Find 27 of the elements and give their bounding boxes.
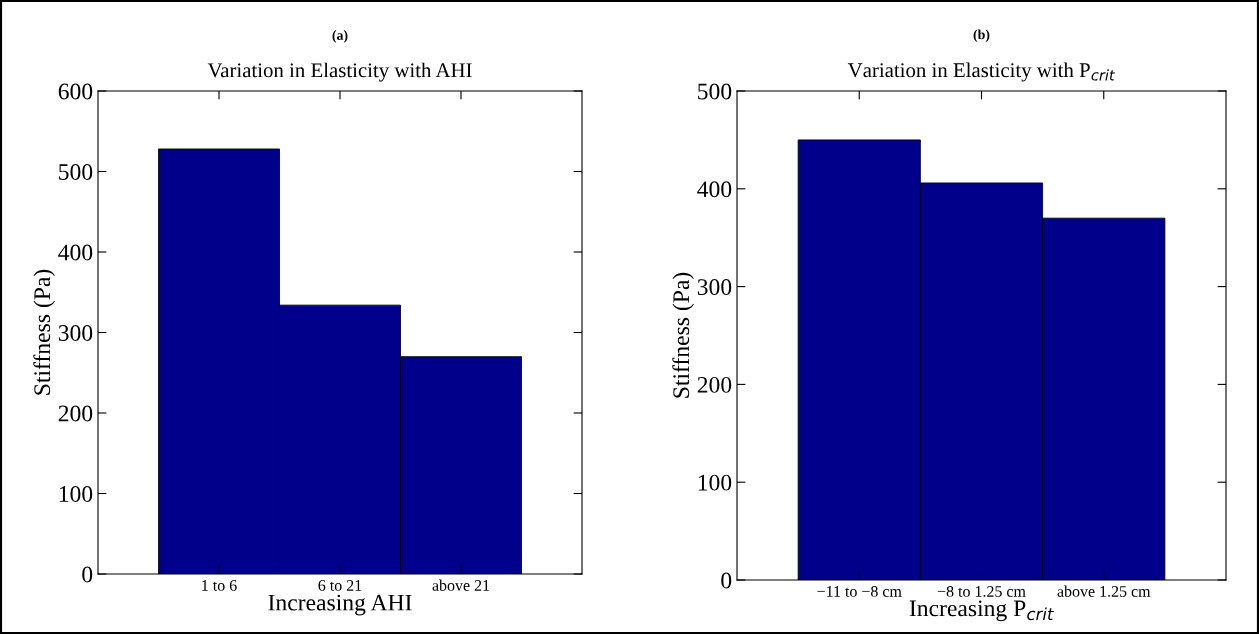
x-tick-label: −8 to 1.25 cm: [937, 586, 1026, 597]
y-tick-label: 600: [58, 83, 93, 100]
x-tick-label: above 21: [432, 579, 490, 591]
y-axis-title: Stiffness (Pa): [33, 269, 55, 395]
y-tick-label: 200: [58, 405, 93, 422]
x-tick-label: −11 to −8 cm: [817, 586, 902, 597]
y-tick-label: 300: [697, 279, 732, 296]
y-tick-label: 300: [58, 324, 93, 341]
y-tick-label: 500: [59, 163, 93, 180]
x-axis-title: Increasing P$_{crit}$: [909, 600, 1054, 622]
y-tick-label: 0: [82, 566, 93, 583]
x-tick-label: 1 to 6: [202, 580, 237, 591]
x-tick-label: 6 to 21: [318, 580, 362, 591]
y-tick-label: 100: [59, 485, 93, 502]
text: (a): [332, 30, 348, 43]
y-tick-label: 100: [698, 474, 732, 491]
chart-title: Variation in Elasticity with AHI: [207, 62, 472, 82]
x-tick-label: above 1.25 cm: [1057, 585, 1151, 597]
x-axis-title: Increasing AHI: [268, 594, 412, 616]
y-axis-title: Stiffness (Pa): [672, 272, 694, 398]
chart-title: Variation in Elasticity with P$_{crit}$: [847, 62, 1116, 82]
y-tick-label: 400: [58, 244, 93, 261]
y-tick-label: 400: [697, 181, 732, 198]
y-tick-label: 200: [697, 376, 732, 393]
y-tick-label: 500: [698, 83, 732, 100]
y-tick-label: 0: [721, 572, 732, 589]
text: (b): [973, 29, 990, 43]
